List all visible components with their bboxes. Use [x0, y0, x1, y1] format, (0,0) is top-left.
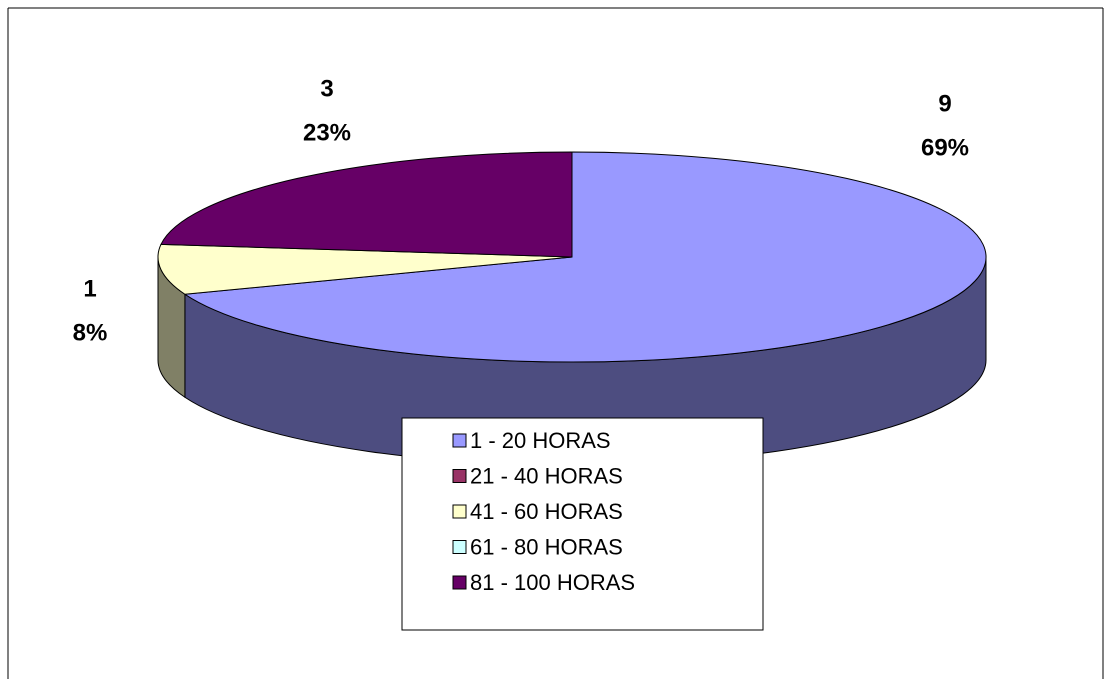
data-label-value: 9 [938, 90, 951, 117]
legend-swatch [452, 469, 467, 483]
data-label-value: 3 [320, 75, 333, 102]
data-label-percent: 8% [73, 319, 108, 346]
data-label-value: 1 [83, 275, 96, 302]
legend-label: 61 - 80 HORAS [470, 534, 623, 559]
slice [183, 151, 987, 363]
legend-swatch [452, 504, 467, 519]
legend-label: 1 - 20 HORAS [470, 428, 611, 453]
slice [157, 243, 573, 295]
data-label-percent: 69% [921, 134, 969, 161]
legend-label: 41 - 60 HORAS [470, 499, 623, 524]
data-label-percent: 23% [303, 119, 351, 146]
legend-swatch [452, 575, 467, 590]
legend-label: 81 - 100 HORAS [470, 570, 635, 595]
legend-swatch [452, 540, 467, 554]
legend-swatch [452, 433, 467, 448]
legend-label: 21 - 40 HORAS [470, 463, 623, 488]
legend-box [401, 417, 764, 631]
slice [160, 151, 573, 258]
